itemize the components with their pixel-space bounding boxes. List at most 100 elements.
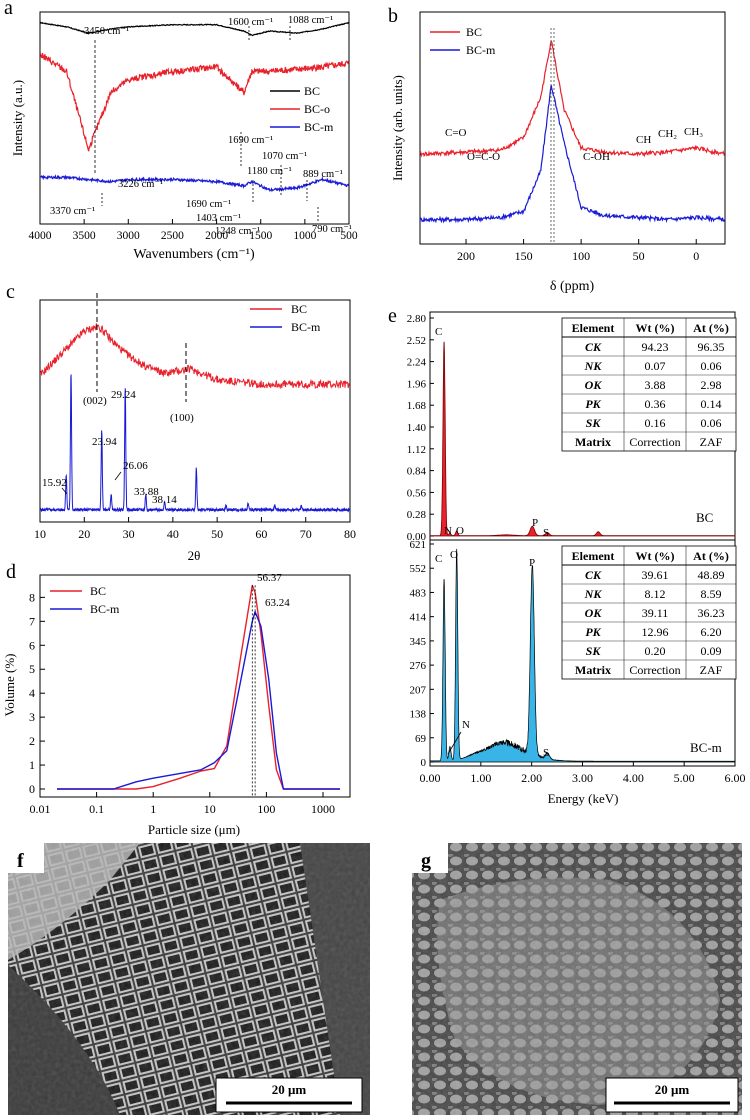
scale-bar-box-g [605, 1077, 739, 1113]
scale-bar-box-f [215, 1077, 363, 1113]
y-tick-label-d: 6 [29, 638, 35, 652]
x-tick-label-d: 10 [204, 802, 216, 816]
eds-table-cell: Element [572, 321, 615, 335]
eds-table-cell: 94.23 [642, 340, 669, 354]
x-axis-label-a: Wavenumbers (cm⁻¹) [133, 247, 255, 262]
nmr-line-BC [420, 39, 725, 158]
eds-table-cell: CK [585, 340, 602, 354]
xrd-line-BC [40, 323, 350, 390]
eds-table-cell: 8.59 [701, 587, 722, 601]
x-tick-label-a: 500 [340, 230, 358, 242]
y-tick-label-e-top: 1.68 [407, 400, 427, 412]
anno-a-3450: 3450 cm⁻¹ [84, 26, 129, 37]
y-axis-label-b: Intensity (arb. units) [390, 75, 405, 181]
x-tick-label-d: 0.01 [30, 802, 51, 816]
anno-b-ch3: CH₃ [684, 126, 703, 138]
plot-frame-d [39, 574, 351, 798]
y-tick-label-e-bottom: 483 [410, 587, 427, 599]
x-tick-label-d: 100 [257, 802, 275, 816]
y-tick-label-e-bottom: 345 [410, 636, 427, 648]
anno-a-1403: 1403 cm⁻¹ [196, 213, 241, 224]
eds-table-cell: 0.06 [701, 416, 722, 430]
x-tick-label-c: 30 [123, 527, 135, 541]
x-tick-label-d: 0.1 [89, 802, 104, 816]
anno-c-3388: 33.88 [134, 486, 159, 498]
eds-top-peak-c: C [435, 326, 442, 338]
eds-table-cell: 39.11 [642, 606, 669, 620]
anno-b-co: C=O [445, 127, 467, 139]
x-tick-label-e: 4.00 [623, 771, 644, 785]
anno-a-1690-m: 1690 cm⁻¹ [186, 199, 231, 210]
eds-table-cell: 0.07 [645, 359, 666, 373]
eds-table-cell: OK [585, 378, 603, 392]
annotations-b: C=O O=C-O C-OH CH CH₂ CH₃ [445, 126, 703, 163]
legend-a-bc: BC [304, 84, 320, 98]
eds-table-cell: Correction [629, 435, 680, 449]
eds-panel: e 0.00 1.00 2.00 3.00 4.00 5.00 6.00 0.00 0.28 0.… [388, 305, 746, 806]
eds-table-cell: 0.16 [645, 416, 666, 430]
anno-d-5637: 56.37 [257, 572, 282, 584]
panel-letter-c: c [6, 281, 15, 303]
y-tick-label-d: 5 [29, 662, 35, 676]
anno-d-6324: 63.24 [265, 597, 290, 609]
eds-top-peak-s: S [543, 527, 549, 539]
y-tick-label-e-bottom: 552 [410, 563, 427, 575]
anno-c-2394: 23.94 [92, 436, 117, 448]
particle-size-panel: d 0.01 0.1 1 10 100 1000 0 1 2 3 4 5 6 7 8 Particle si… [2, 561, 351, 837]
eds-table-cell: PK [585, 625, 601, 639]
anno-a-1248: 1248 cm⁻¹ [215, 226, 260, 237]
eds-table-cell: Matrix [575, 663, 611, 677]
y-tick-label-d: 3 [29, 710, 35, 724]
x-tick-label-c: 70 [300, 527, 312, 541]
x-tick-label-c: 60 [255, 527, 267, 541]
eds-peak-labels: C N O P S C O P N S [435, 326, 549, 759]
eds-table-cell: ZAF [700, 435, 723, 449]
x-tick-label-a: 1500 [249, 230, 272, 242]
x-tick-label-a: 2500 [161, 230, 184, 242]
eds-table-cell: Wt (%) [636, 321, 675, 335]
panel-letter-g: g [421, 850, 431, 872]
x-axis-label-c: 2θ [188, 548, 201, 563]
eds-table-cell: 8.12 [645, 587, 666, 601]
xrd-panel: c 10 20 30 40 50 60 70 80 2θ BC BC-m (002) (100… [6, 281, 356, 563]
x-axis-label-b: δ (ppm) [550, 279, 595, 294]
panel-letter-a: a [4, 0, 13, 19]
eds-bottom-peak-n: N [462, 719, 470, 731]
y-tick-label-d: 0 [29, 782, 35, 796]
eds-top-peak-p: P [532, 517, 538, 529]
eds-table-cell: SK [586, 644, 602, 658]
eds-bottom-peak-s: S [543, 747, 549, 759]
y-tick-label-e-top: 1.12 [407, 444, 426, 456]
anno-a-1088: 1088 cm⁻¹ [288, 15, 333, 26]
eds-spectrum-BC-m [429, 548, 736, 763]
anno-c-2924: 29.24 [111, 389, 136, 401]
y-tick-label-d: 8 [29, 590, 35, 604]
legend-c: BC BC-m [250, 302, 321, 334]
anno-a-1070: 1070 cm⁻¹ [262, 151, 307, 162]
annotations-d: 56.37 63.24 [257, 572, 290, 609]
eds-table-cell: OK [585, 606, 603, 620]
y-tick-label-e-bottom: 414 [410, 612, 427, 624]
eds-table-cell: Matrix [575, 435, 611, 449]
eds-table-cell: Correction [629, 663, 680, 677]
y-tick-label-e-top: 2.80 [407, 313, 427, 325]
eds-table-cell: 0.36 [645, 397, 666, 411]
x-tick-label-c: 20 [78, 527, 90, 541]
panel-letter-f: f [17, 850, 24, 872]
x-tick-label-a: 1000 [293, 230, 316, 242]
x-tick-label-a: 4000 [29, 230, 52, 242]
legend-a: BC BC-o BC-m [270, 84, 334, 134]
legend-a-bco: BC-o [304, 102, 330, 116]
eds-table-cell: CK [585, 568, 602, 582]
anno-c-002: (002) [83, 395, 107, 407]
ftir-line-BC [40, 21, 349, 37]
eds-bottom-peak-c: C [435, 553, 442, 565]
y-tick-label-e-top: 0.84 [407, 466, 427, 478]
anno-a-3370: 3370 cm⁻¹ [50, 206, 95, 217]
eds-table-frame [561, 317, 737, 452]
x-tick-label-c: 50 [211, 527, 223, 541]
xrd-line-BC-m [40, 374, 350, 513]
y-tick-label-d: 2 [29, 734, 35, 748]
anno-a-1600: 1600 cm⁻¹ [228, 17, 273, 28]
